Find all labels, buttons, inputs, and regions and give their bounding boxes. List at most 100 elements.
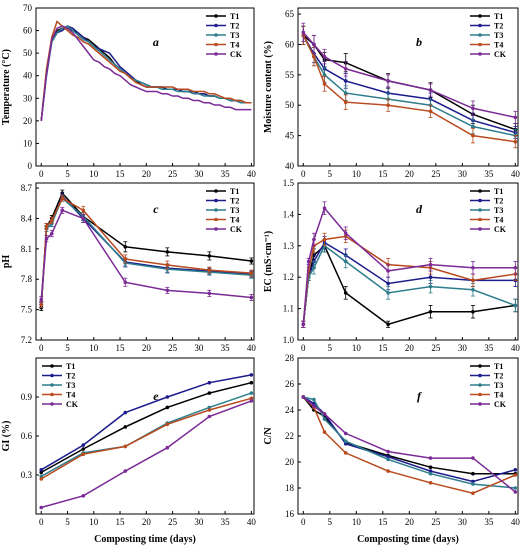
y-tick-label: 50	[23, 48, 33, 58]
x-tick-label: 5	[328, 517, 333, 527]
data-point	[471, 471, 475, 476]
x-tick-label: 20	[142, 517, 152, 527]
legend-marker	[214, 33, 218, 37]
legend-marker	[214, 227, 218, 231]
data-point	[249, 259, 254, 263]
data-point	[471, 265, 475, 270]
panel-letter: c	[153, 202, 159, 216]
data-point	[386, 281, 390, 286]
series-ck	[39, 399, 254, 510]
legend-marker	[478, 208, 482, 212]
legend-label: T1	[230, 187, 239, 196]
data-point	[513, 115, 518, 120]
legend-marker	[214, 198, 218, 203]
series-t4	[40, 20, 252, 121]
data-point	[165, 445, 170, 450]
legend-marker	[214, 14, 218, 18]
legend-marker	[478, 373, 482, 378]
legend-label: T2	[230, 197, 239, 206]
series-t1	[39, 380, 254, 475]
y-tick-label: 40	[23, 71, 33, 81]
legend-marker	[50, 373, 54, 378]
y-tick-label: 60	[23, 26, 33, 36]
x-tick-label: 20	[405, 343, 415, 353]
legend-marker	[214, 23, 218, 28]
x-tick-label: 0	[39, 169, 44, 179]
data-point	[207, 414, 212, 419]
legend-marker	[214, 217, 218, 222]
x-tick-label: 40	[511, 343, 521, 353]
x-tick-label: 15	[378, 517, 388, 527]
data-point	[39, 505, 44, 510]
data-point	[165, 288, 170, 293]
x-tick-label: 0	[301, 517, 306, 527]
series-line	[302, 35, 516, 143]
data-point	[471, 106, 475, 111]
legend-marker	[478, 189, 482, 193]
data-point	[306, 259, 311, 264]
legend-label: T1	[230, 12, 239, 21]
y-tick-label: 50	[285, 100, 295, 110]
y-tick-label: 8.4	[21, 213, 33, 223]
data-point	[81, 208, 86, 213]
legend-marker	[478, 217, 482, 222]
x-tick-label: 15	[116, 343, 126, 353]
x-axis-label: Composting time (days)	[94, 534, 196, 545]
x-tick-label: 20	[405, 169, 415, 179]
data-point	[249, 391, 254, 395]
data-point	[312, 265, 316, 270]
series-t2	[301, 395, 518, 484]
chart-panel-d: 0 5 10 15 20 25 30 35 40 1.0 1.1 1.2 1.3 1.4 1.5 EC (mS…	[263, 178, 520, 353]
legend-label: T2	[494, 372, 503, 381]
data-point	[81, 447, 86, 451]
data-point	[123, 425, 128, 429]
x-tick-label: 5	[65, 343, 70, 353]
legend-label: CK	[230, 50, 243, 59]
legend-marker	[478, 402, 482, 406]
data-point	[343, 259, 348, 264]
x-tick-label: 30	[194, 517, 204, 527]
legend-label: T1	[66, 362, 75, 371]
x-tick-label: 15	[378, 169, 388, 179]
series-line	[40, 25, 252, 121]
legend-marker	[214, 189, 218, 193]
data-point	[165, 395, 170, 399]
y-tick-label: 8.1	[21, 244, 32, 254]
series-t2	[39, 373, 254, 472]
series-line	[40, 194, 252, 305]
x-tick-label: 35	[484, 517, 494, 527]
legend-marker	[478, 23, 482, 28]
legend-label: T1	[494, 362, 503, 371]
y-axis-label: Temperature (°C)	[1, 49, 12, 125]
data-point	[312, 397, 316, 402]
legend-label: T4	[494, 41, 503, 50]
x-tick-label: 10	[89, 169, 99, 179]
y-tick-label: 1.1	[283, 304, 294, 314]
data-point	[513, 473, 518, 477]
data-point	[123, 444, 128, 449]
x-tick-label: 30	[194, 169, 204, 179]
legend-label: T4	[494, 391, 503, 400]
data-point	[343, 100, 348, 104]
data-point	[322, 237, 327, 242]
y-axis-label: C/N	[263, 427, 274, 445]
legend-label: T2	[494, 22, 503, 31]
data-point	[471, 456, 475, 460]
legend-label: T4	[230, 216, 239, 225]
chart-panel-f: 0 5 10 15 20 25 30 35 40 16 18 20 22 24 26 28 C/N Compost…	[263, 353, 520, 545]
data-point	[301, 395, 306, 399]
y-tick-label: 45	[285, 131, 295, 141]
x-tick-label: 30	[458, 517, 468, 527]
data-point	[123, 410, 128, 415]
legend-label: T3	[494, 206, 503, 215]
series-line	[40, 397, 252, 480]
legend-marker	[50, 392, 54, 397]
data-point	[301, 30, 306, 35]
legend-label: CK	[494, 225, 507, 234]
x-tick-label: 25	[431, 169, 441, 179]
legend-label: CK	[494, 50, 507, 59]
data-point	[386, 322, 390, 327]
data-point	[249, 271, 254, 275]
